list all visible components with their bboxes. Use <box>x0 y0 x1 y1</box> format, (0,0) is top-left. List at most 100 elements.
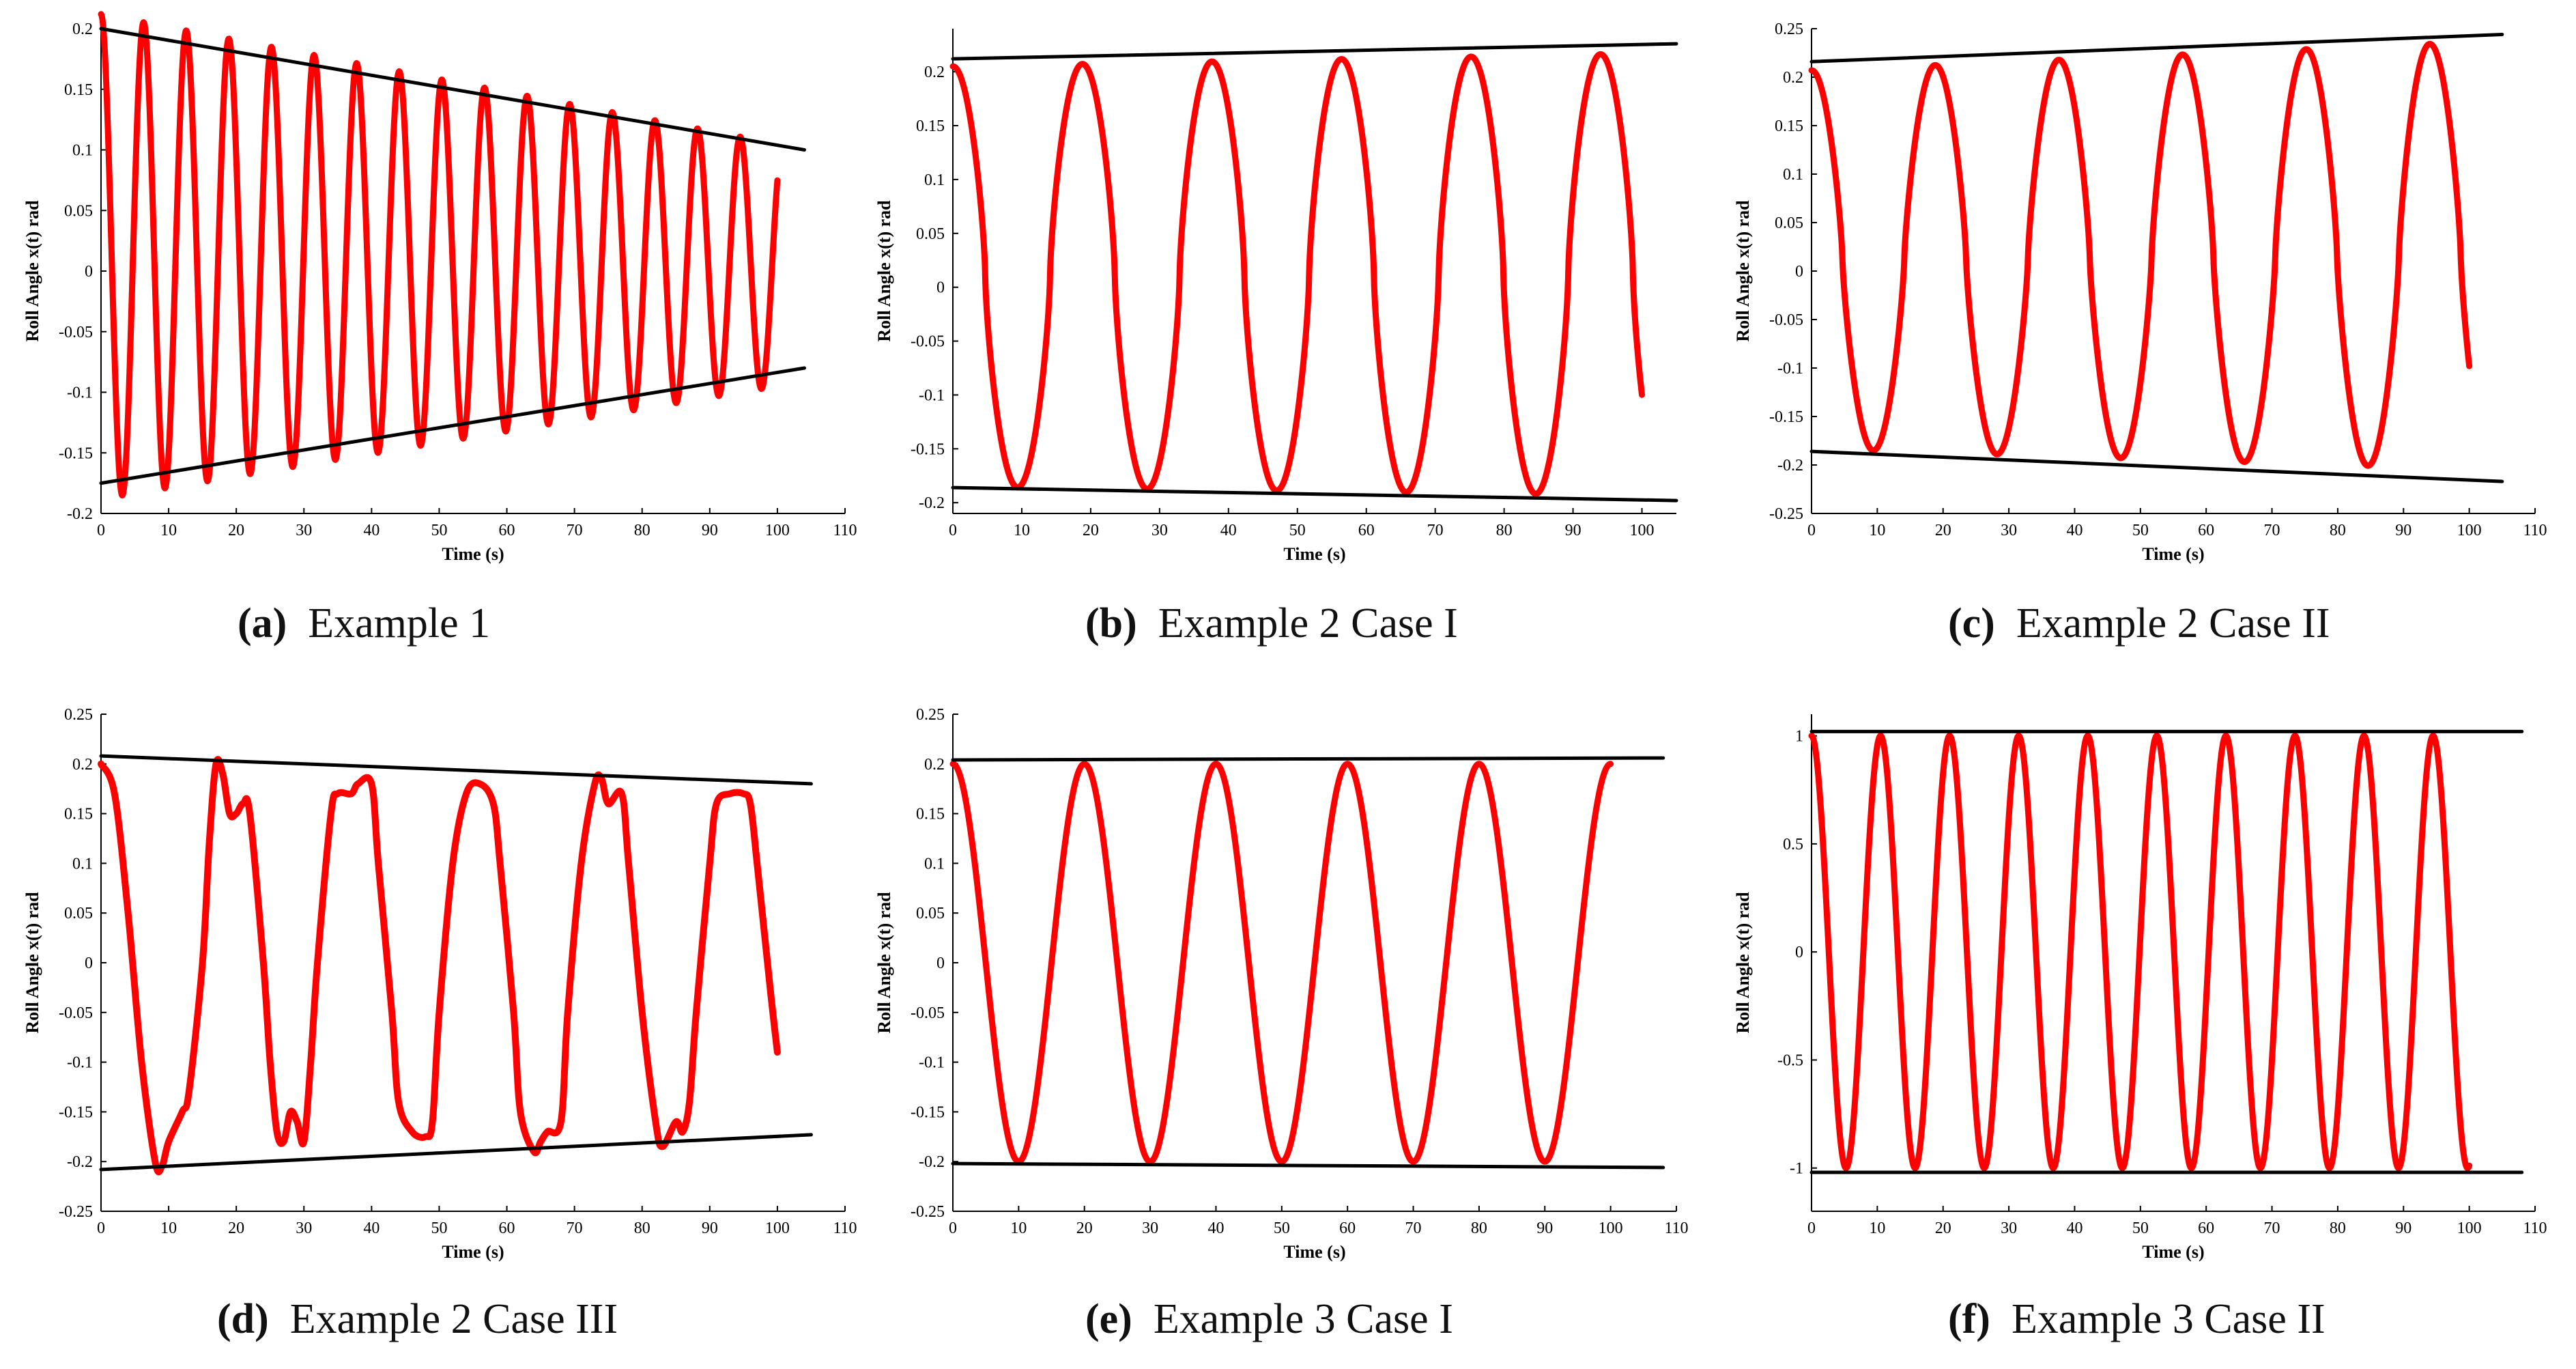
chart-c: 0 10 20 30 40 50 60 70 80 90 100 110 -0.25 -0.2 -0.15 -… <box>1733 20 2547 564</box>
x-axis-title: Time (s) <box>2142 1242 2204 1262</box>
x-tick-label: 40 <box>2066 522 2083 539</box>
x-tick-label: 90 <box>702 522 718 539</box>
y-tick-label: -0.25 <box>911 1203 945 1221</box>
x-tick-label: 110 <box>2523 522 2547 539</box>
chart-b: 0 10 20 30 40 50 60 70 80 90 100 -0.2 -0.15 -0.1 -0.05… <box>874 29 1678 564</box>
caption-d-label: (d) <box>217 1296 269 1342</box>
y-axis-title: Roll Angle x(t) rad <box>1733 892 1753 1034</box>
caption-a-label: (a) <box>238 600 287 647</box>
x-tick-label: 70 <box>567 522 583 539</box>
caption-d: (d) Example 2 Case III <box>217 1295 618 1344</box>
y-tick-label: -0.15 <box>59 1103 93 1121</box>
y-tick-label: -0.2 <box>919 494 945 512</box>
y-tick-label: 0.25 <box>1775 20 1803 38</box>
y-tick-label: 0.15 <box>64 806 93 823</box>
y-tick-label: 0.1 <box>924 171 945 189</box>
x-tick-label: 70 <box>1427 522 1444 539</box>
x-tick-label: 60 <box>2198 522 2214 539</box>
y-tick-label: -0.15 <box>59 444 93 462</box>
y-tick-label: 0 <box>1795 263 1803 281</box>
lower-envelope-line <box>99 1133 813 1172</box>
x-tick-label: 80 <box>634 522 650 539</box>
x-axis-title: Time (s) <box>442 544 504 564</box>
y-tick-label: -0.15 <box>911 440 945 458</box>
y-tick-label: 0.2 <box>924 756 945 774</box>
x-tick-label: 50 <box>2132 522 2149 539</box>
x-tick-label: 50 <box>431 1219 447 1237</box>
y-tick-label: 0.1 <box>72 855 93 873</box>
x-tick-label: 0 <box>949 1219 957 1237</box>
x-tick-label: 30 <box>296 1219 312 1237</box>
x-tick-label: 50 <box>2132 1219 2149 1237</box>
x-tick-label: 0 <box>97 1219 105 1237</box>
x-tick-label: 30 <box>1151 522 1168 539</box>
x-tick-label: 60 <box>1339 1219 1356 1237</box>
y-tick-label: 0 <box>936 279 945 297</box>
x-tick-label: 50 <box>1289 522 1306 539</box>
caption-d-title: Example 2 Case III <box>289 1296 618 1342</box>
upper-envelope-line <box>951 42 1678 61</box>
chart-a: 0 10 20 30 40 50 60 70 80 90 100 110 -0.2 -0.15 -0.1 -0… <box>23 11 857 564</box>
caption-c: (c) Example 2 Case II <box>1948 599 2330 648</box>
lower-envelope-line <box>951 1161 1665 1170</box>
y-tick-label: 0.15 <box>916 117 945 135</box>
y-tick-label: -0.5 <box>1777 1052 1803 1069</box>
lower-envelope-line <box>99 366 807 485</box>
y-tick-label: -0.2 <box>67 1153 93 1171</box>
roll-angle-series <box>98 756 781 1176</box>
x-tick-label: 80 <box>634 1219 650 1237</box>
upper-envelope-line <box>951 756 1665 762</box>
y-tick-label: 0.05 <box>916 225 945 243</box>
lower-envelope-line <box>951 485 1678 503</box>
y-tick-label: 1 <box>1795 728 1803 746</box>
x-tick-label: 110 <box>1664 1219 1688 1237</box>
caption-f: (f) Example 3 Case II <box>1948 1295 2325 1344</box>
y-tick-label: 0.1 <box>924 855 945 873</box>
y-axis-title: Roll Angle x(t) rad <box>23 892 42 1034</box>
caption-e-label: (e) <box>1085 1296 1132 1342</box>
x-tick-label: 80 <box>1496 522 1513 539</box>
x-tick-label: 60 <box>2198 1219 2214 1237</box>
y-tick-label: 0.05 <box>916 905 945 922</box>
x-tick-label: 0 <box>1807 1219 1816 1237</box>
x-tick-label: 70 <box>2264 1219 2280 1237</box>
x-tick-label: 100 <box>1599 1219 1623 1237</box>
roll-angle-series <box>1808 40 2473 469</box>
caption-e: (e) Example 3 Case I <box>1085 1295 1453 1344</box>
y-tick-label: 0.2 <box>72 756 93 774</box>
upper-envelope-line <box>99 754 813 786</box>
chart-d: 0 10 20 30 40 50 60 70 80 90 100 110 -0.25 -0.2 -0.15 -… <box>23 706 857 1262</box>
y-tick-label: -0.1 <box>67 384 93 402</box>
x-tick-label: 10 <box>1869 522 1885 539</box>
x-axis-title: Time (s) <box>1283 544 1345 564</box>
x-tick-label: 20 <box>1935 522 1951 539</box>
y-tick-label: -0.1 <box>67 1054 93 1072</box>
roll-angle-series <box>949 761 1614 1165</box>
caption-b: (b) Example 2 Case I <box>1085 599 1458 648</box>
y-tick-label: 0.1 <box>72 142 93 160</box>
x-tick-label: 0 <box>97 522 105 539</box>
x-tick-label: 70 <box>567 1219 583 1237</box>
y-tick-label: 0 <box>85 955 93 972</box>
x-tick-label: 100 <box>1630 522 1655 539</box>
x-tick-label: 20 <box>1935 1219 1951 1237</box>
chart-f: 0 10 20 30 40 50 60 70 80 90 100 110 -1 -0.5 0 0.5 1 Time… <box>1733 714 2547 1262</box>
x-tick-label: 0 <box>1807 522 1816 539</box>
y-tick-label: 0.05 <box>64 905 93 922</box>
y-tick-label: 0.05 <box>64 202 93 220</box>
x-tick-label: 40 <box>2066 1219 2083 1237</box>
x-tick-label: 110 <box>833 522 857 539</box>
caption-b-label: (b) <box>1085 600 1137 647</box>
y-tick-label: -0.05 <box>59 324 93 341</box>
x-axis-title: Time (s) <box>2142 544 2204 564</box>
x-tick-label: 110 <box>2523 1219 2547 1237</box>
x-tick-label: 100 <box>2457 522 2482 539</box>
x-tick-label: 10 <box>160 522 177 539</box>
x-tick-label: 80 <box>1471 1219 1487 1237</box>
y-tick-label: 0.1 <box>1783 166 1803 184</box>
y-tick-label: -0.1 <box>1777 360 1803 378</box>
x-tick-label: 90 <box>2395 522 2412 539</box>
x-tick-label: 40 <box>1220 522 1237 539</box>
x-tick-label: 60 <box>1358 522 1375 539</box>
y-tick-label: 0.2 <box>1783 69 1803 87</box>
